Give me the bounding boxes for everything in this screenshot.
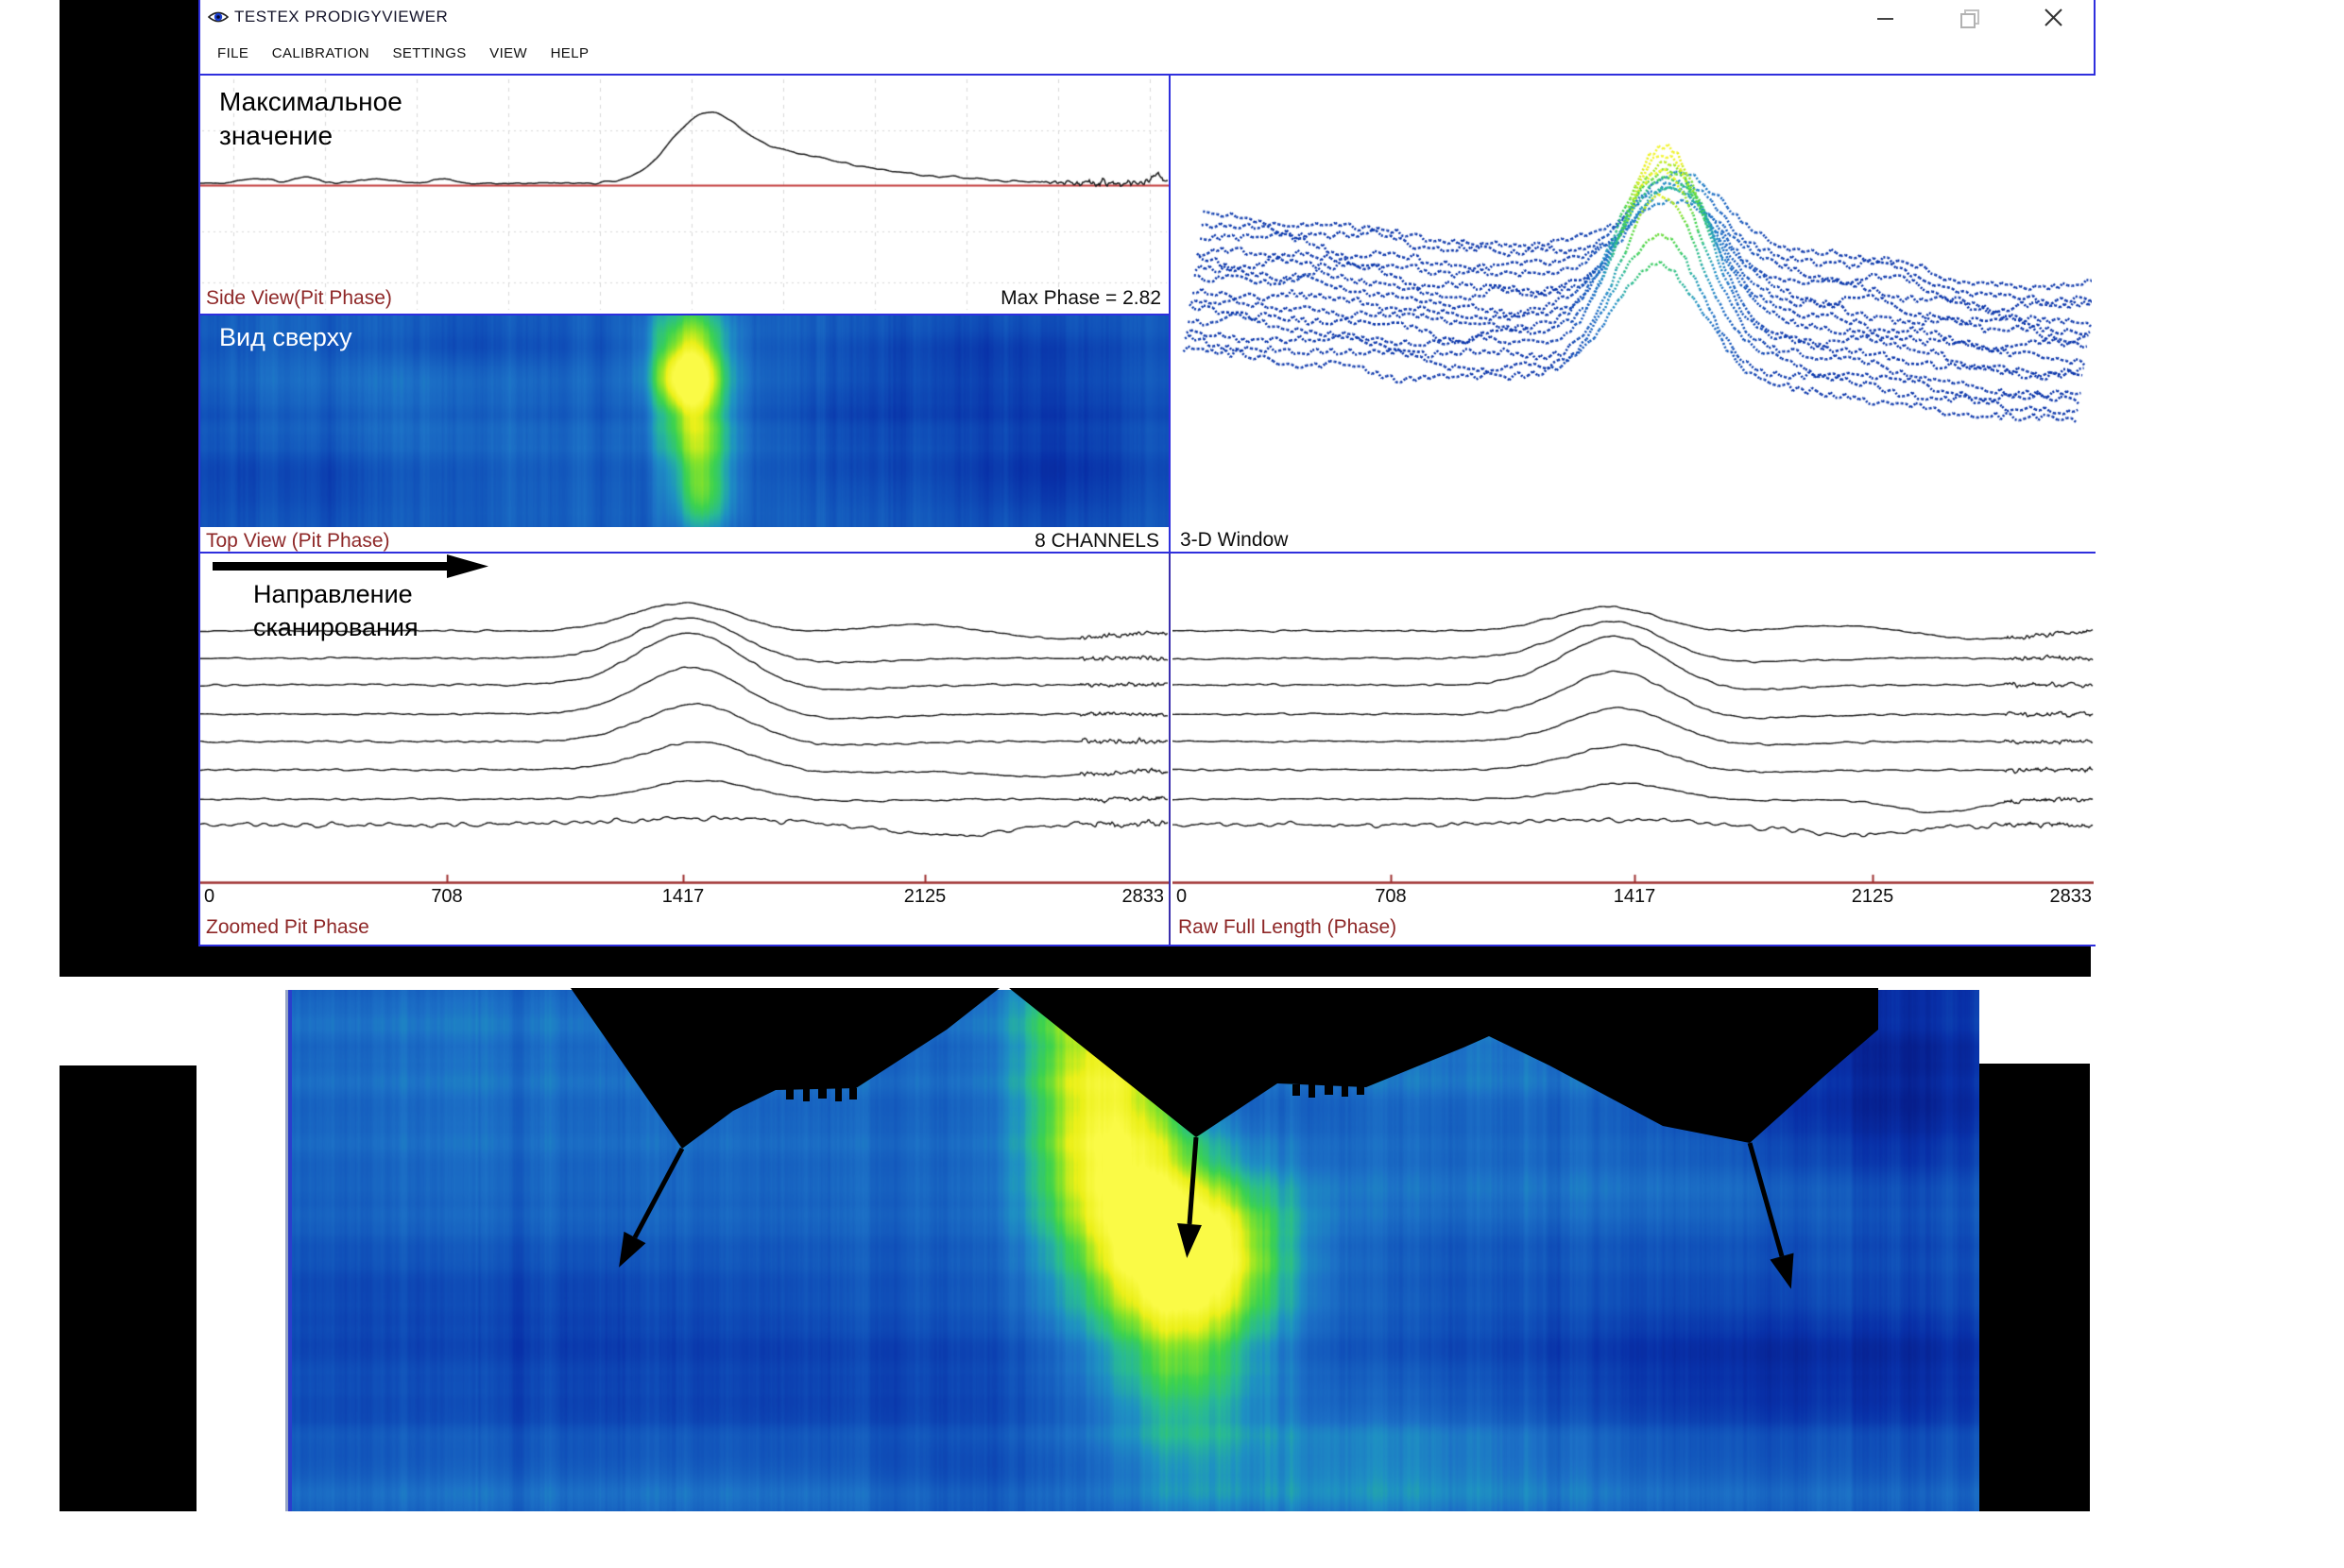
axis-tick: 1417 xyxy=(661,886,705,907)
restore-button[interactable] xyxy=(1956,6,1984,30)
titlebar: TESTEX PRODIGYVIEWER xyxy=(200,0,2094,36)
axis-tick: 708 xyxy=(1375,886,1407,907)
top-view-heatmap xyxy=(200,315,1169,527)
top-view-panel: Вид сверху Top View (Pit Phase) 8 CHANNE… xyxy=(200,315,1171,554)
axis-tick: 2125 xyxy=(903,886,947,907)
axis-tick: 2125 xyxy=(1851,886,1894,907)
scan-direction-annotation: Направление сканирования xyxy=(253,580,419,641)
top-view-label: Top View (Pit Phase) xyxy=(206,530,390,552)
axis-tick: 0 xyxy=(1176,886,1188,907)
three-d-panel: 3-D Window xyxy=(1171,76,2096,554)
channels-count-label: 8 CHANNELS xyxy=(1035,530,1159,552)
zoomed-pit-phase-panel: Направление сканирования 0 708 1417 2125… xyxy=(200,554,1171,945)
side-view-panel: Максимальное значение Side View(Pit Phas… xyxy=(200,76,1171,315)
zoomed-pit-phase-label: Zoomed Pit Phase xyxy=(206,916,369,938)
axis-tick: 2833 xyxy=(1121,886,1165,907)
menu-help[interactable]: HELP xyxy=(550,45,590,61)
zoomed-heatmap-image xyxy=(292,990,1979,1511)
axis-tick: 1417 xyxy=(1613,886,1656,907)
max-phase-value: Max Phase = 2.82 xyxy=(1001,287,1161,309)
redaction-block-right xyxy=(1979,1064,2090,1511)
close-button[interactable] xyxy=(2039,6,2067,30)
heatmap-left-border-blue xyxy=(288,990,292,1511)
max-value-annotation: Максимальное значение xyxy=(219,87,402,150)
side-view-chart xyxy=(200,76,1169,314)
redaction-block-left xyxy=(60,1065,197,1511)
window-title: TESTEX PRODIGYVIEWER xyxy=(234,8,449,26)
top-view-annotation: Вид сверху xyxy=(219,323,352,351)
zoomed-pit-phase-traces xyxy=(200,554,1169,945)
menu-view[interactable]: VIEW xyxy=(489,45,528,61)
three-d-label: 3-D Window xyxy=(1180,529,1289,551)
three-d-surface-plot xyxy=(1171,76,2092,527)
scan-direction-arrow xyxy=(213,554,488,578)
menu-bar: FILE CALIBRATION SETTINGS VIEW HELP xyxy=(200,36,2094,76)
menu-settings[interactable]: SETTINGS xyxy=(392,45,467,61)
axis-tick: 708 xyxy=(431,886,463,907)
heatmap-left-border xyxy=(285,990,288,1511)
app-eye-icon xyxy=(207,9,230,26)
raw-full-length-label: Raw Full Length (Phase) xyxy=(1178,916,1397,938)
axis-tick: 0 xyxy=(204,886,215,907)
menu-file[interactable]: FILE xyxy=(217,45,249,61)
minimize-button[interactable] xyxy=(1871,6,1899,30)
app-window: TESTEX PRODIGYVIEWER FILE CALIBRATION SE… xyxy=(198,0,2096,946)
raw-full-length-panel: 0 708 1417 2125 2833 Raw Full Length (Ph… xyxy=(1172,554,2096,945)
axis-tick: 2833 xyxy=(2049,886,2093,907)
raw-full-length-traces xyxy=(1172,554,2094,945)
menu-calibration[interactable]: CALIBRATION xyxy=(271,45,370,61)
side-view-label: Side View(Pit Phase) xyxy=(206,287,392,309)
